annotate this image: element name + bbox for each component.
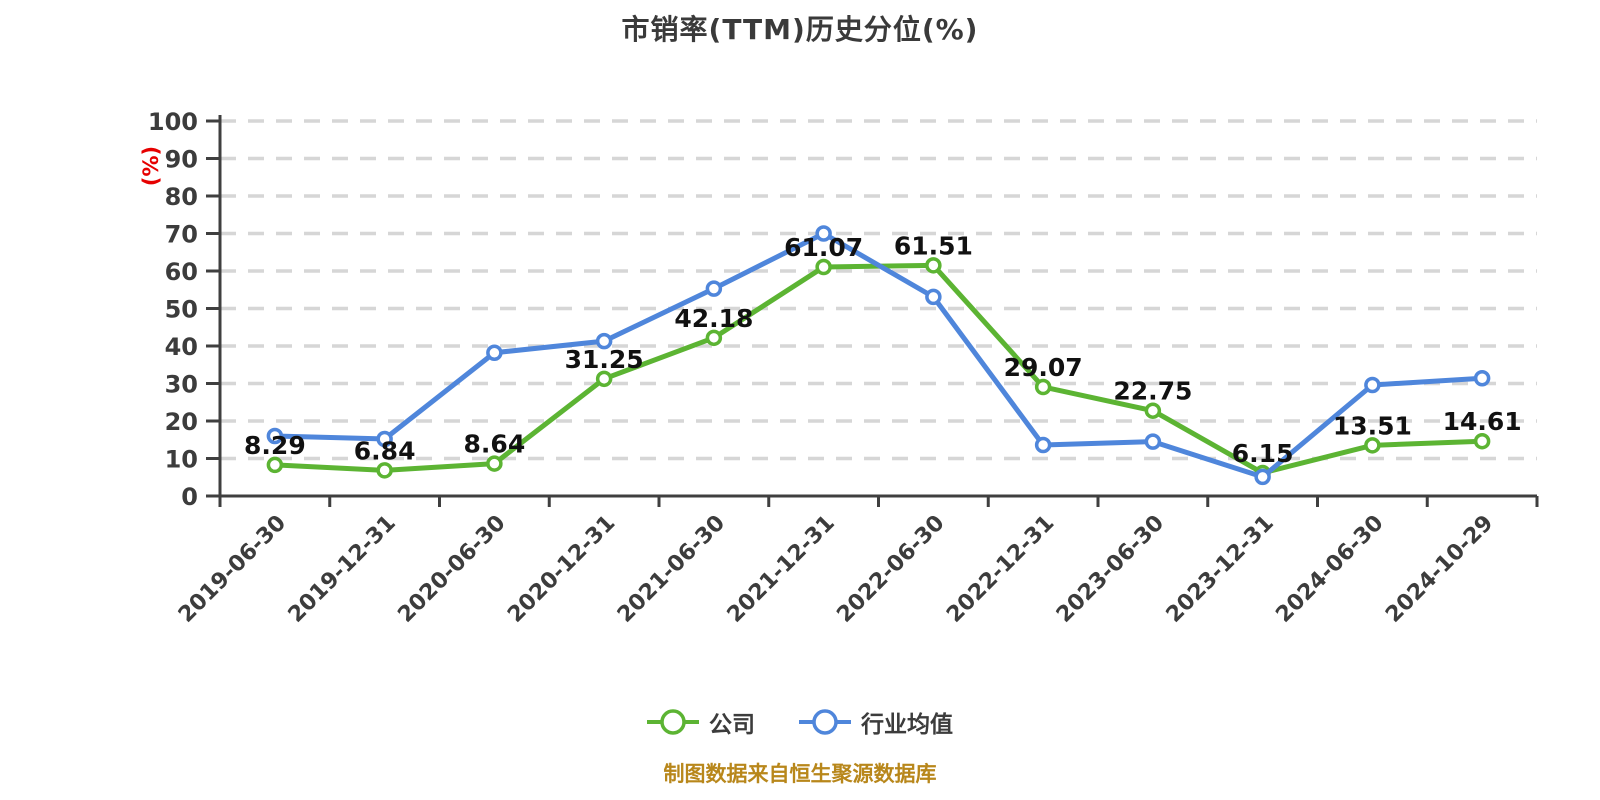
chart-footer-source: 制图数据来自恒生聚源数据库 xyxy=(663,762,937,786)
series-marker-company-2019-06-30 xyxy=(266,456,284,474)
series-marker-industry-average-2021-12-31 xyxy=(815,225,832,242)
legend-line-marker-icon xyxy=(799,709,851,735)
series-marker-company-2023-06-30 xyxy=(1144,402,1162,419)
series-marker-industry-average-2019-12-31 xyxy=(376,430,393,448)
series-marker-industry-average-2020-06-30 xyxy=(486,344,503,361)
series-marker-industry-average-2024-10-29 xyxy=(1473,370,1491,387)
series-marker-company-2024-06-30 xyxy=(1364,437,1381,454)
y-tick-label-90: 90 xyxy=(165,146,198,174)
legend-label-company: 公司 xyxy=(709,712,755,738)
series-marker-industry-average-2019-06-30 xyxy=(266,427,284,445)
series-marker-company-2020-12-31 xyxy=(595,370,613,388)
legend-item-company: 公司 xyxy=(647,705,755,739)
y-tick-label-0: 0 xyxy=(181,483,198,511)
series-marker-company-2022-12-31 xyxy=(1034,378,1052,396)
chart-title: 市销率(TTM)历史分位(%) xyxy=(621,13,979,46)
series-marker-industry-average-2021-06-30 xyxy=(705,280,723,297)
value-label-company-2021-06-30: 42.18 xyxy=(674,304,753,333)
series-marker-industry-average-2020-12-31 xyxy=(595,332,613,350)
x-tick-label-2019-06-30: 2019-06-30 xyxy=(174,511,291,628)
series-marker-industry-average-2023-06-30 xyxy=(1144,433,1162,450)
series-marker-company-2019-12-31 xyxy=(376,462,393,479)
value-label-company-2019-12-31: 6.84 xyxy=(354,436,416,465)
x-tick-label-2020-12-31: 2020-12-31 xyxy=(503,511,620,628)
x-tick-label-2022-06-30: 2022-06-30 xyxy=(832,511,949,628)
legend-item-industry-average: 行业均值 xyxy=(799,705,953,739)
value-label-company-2021-12-31: 61.07 xyxy=(784,233,863,262)
value-label-company-2019-06-30: 8.29 xyxy=(244,431,306,460)
y-tick-label-40: 40 xyxy=(165,333,198,361)
y-tick-label-10: 10 xyxy=(165,446,198,474)
x-tick-label-2023-06-30: 2023-06-30 xyxy=(1052,511,1169,628)
value-label-company-2024-06-30: 13.51 xyxy=(1333,411,1412,440)
y-tick-label-50: 50 xyxy=(165,296,198,324)
x-tick-label-2019-12-31: 2019-12-31 xyxy=(284,511,401,628)
chart-legend: 公司 行业均值 xyxy=(0,705,1600,739)
series-marker-company-2020-06-30 xyxy=(486,455,503,472)
y-tick-label-100: 100 xyxy=(148,108,198,136)
value-label-company-2020-12-31: 31.25 xyxy=(565,345,644,374)
value-label-company-2023-12-31: 6.15 xyxy=(1232,439,1294,468)
x-tick-label-2024-06-30: 2024-06-30 xyxy=(1271,511,1388,628)
y-tick-label-80: 80 xyxy=(165,183,198,211)
series-marker-company-2024-10-29 xyxy=(1473,432,1491,450)
series-marker-industry-average-2022-12-31 xyxy=(1034,436,1052,454)
x-tick-label-2022-12-31: 2022-12-31 xyxy=(942,511,1059,628)
series-marker-company-2021-06-30 xyxy=(705,329,723,347)
y-tick-label-20: 20 xyxy=(165,408,198,436)
series-marker-company-2022-06-30 xyxy=(925,257,942,274)
series-marker-industry-average-2023-12-31 xyxy=(1254,468,1271,486)
legend-line-marker-icon xyxy=(647,709,699,735)
value-label-company-2022-06-30: 61.51 xyxy=(894,231,973,260)
value-label-company-2022-12-31: 29.07 xyxy=(1004,353,1083,382)
series-marker-company-2021-12-31 xyxy=(815,258,832,276)
x-tick-label-2021-12-31: 2021-12-31 xyxy=(723,511,840,628)
x-tick-label-2024-10-29: 2024-10-29 xyxy=(1381,511,1498,628)
series-line-industry-average xyxy=(272,231,1485,480)
series-marker-industry-average-2022-06-30 xyxy=(925,288,942,306)
x-tick-label-2021-06-30: 2021-06-30 xyxy=(613,511,730,628)
y-axis-unit-label: (%) xyxy=(139,146,163,186)
x-tick-label-2023-12-31: 2023-12-31 xyxy=(1162,511,1279,628)
value-label-company-2024-10-29: 14.61 xyxy=(1443,407,1522,436)
legend-label-industry-average: 行业均值 xyxy=(861,712,953,738)
series-marker-industry-average-2024-06-30 xyxy=(1364,376,1381,394)
y-tick-label-60: 60 xyxy=(165,258,198,286)
y-tick-label-70: 70 xyxy=(165,221,198,249)
value-label-company-2020-06-30: 8.64 xyxy=(464,430,526,459)
value-label-company-2023-06-30: 22.75 xyxy=(1113,377,1192,406)
y-tick-label-30: 30 xyxy=(165,371,198,399)
x-tick-label-2020-06-30: 2020-06-30 xyxy=(393,511,510,628)
